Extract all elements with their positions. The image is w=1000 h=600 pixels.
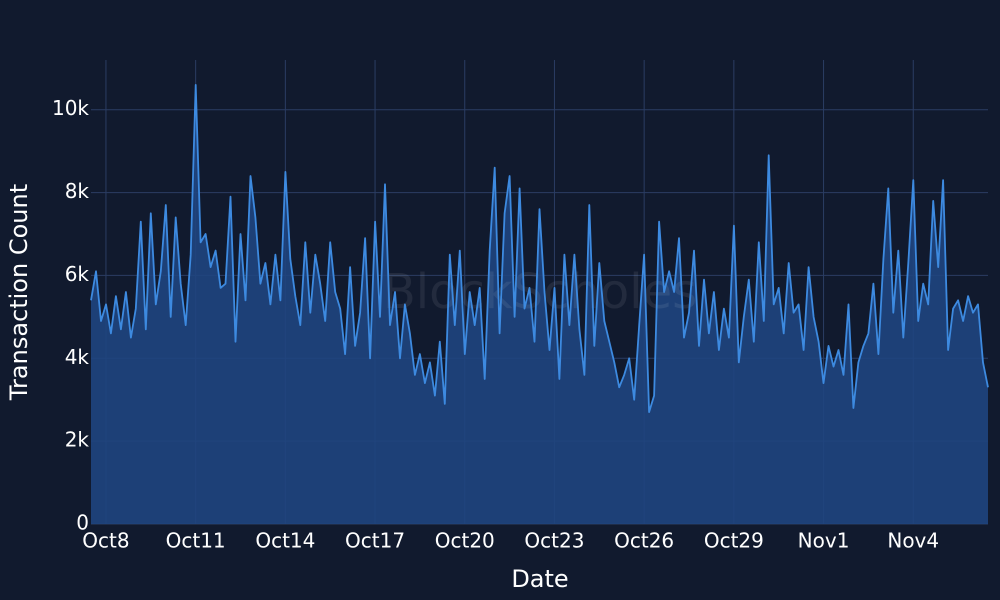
watermark: BlockScholes — [383, 264, 697, 320]
area — [91, 84, 988, 525]
y-tick-label: 4k — [65, 345, 90, 369]
y-tick-label: 2k — [65, 428, 90, 452]
x-tick-label: Oct20 — [435, 529, 495, 553]
x-tick-label: Oct23 — [524, 529, 584, 553]
y-tick-label: 8k — [65, 179, 90, 203]
y-axis-title: Transaction Count — [5, 184, 33, 401]
line — [90, 84, 989, 413]
x-tick-label: Oct29 — [704, 529, 764, 553]
y-tick-label: 10k — [52, 96, 89, 120]
x-tick-label: Oct11 — [166, 529, 226, 553]
y-tick-label: 0 — [76, 511, 89, 535]
x-axis-title: Date — [511, 565, 568, 593]
x-tick-label: Oct14 — [255, 529, 315, 553]
x-tick-label: Oct26 — [614, 529, 674, 553]
x-tick-label: Nov1 — [798, 529, 850, 553]
x-tick-label: Nov4 — [887, 529, 939, 553]
x-tick-label: Oct17 — [345, 529, 405, 553]
y-tick-label: 6k — [65, 262, 90, 286]
x-tick-label: Oct8 — [82, 529, 129, 553]
